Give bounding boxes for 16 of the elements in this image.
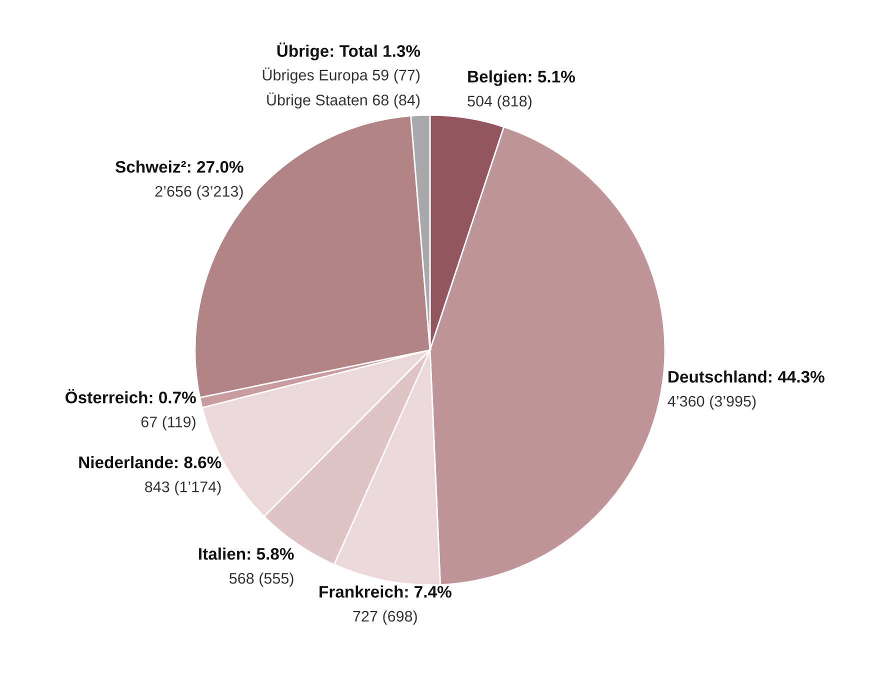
text: 504 (818) <box>468 95 532 110</box>
slice-label: Übrige: Total 1.3% <box>277 42 420 60</box>
text: 67 (119) <box>141 416 196 430</box>
slice-label: Italien: 5.8% <box>199 548 294 560</box>
text: 568 (555) <box>229 572 294 587</box>
text: Übriges Europa 59 (77) Übrige Staaten 68 (84) <box>262 68 420 108</box>
text: 4’360 (3’995) <box>668 395 756 410</box>
slice-label: Belgien: 5.1% <box>468 70 575 86</box>
text: 2’656 (3’213) <box>155 186 243 200</box>
slice-label: Niederlande: 8.6% <box>79 456 222 468</box>
text: 843 (1’174) <box>145 481 221 496</box>
slice-label: Schweiz²: 27.0% <box>116 160 244 173</box>
text: 727 (698) <box>353 610 417 625</box>
slice-label: Österreich: 0.7% <box>66 388 196 404</box>
slice-label: Frankreich: 7.4% <box>320 585 452 598</box>
slice-label: Deutschland: 44.3% <box>668 370 824 383</box>
